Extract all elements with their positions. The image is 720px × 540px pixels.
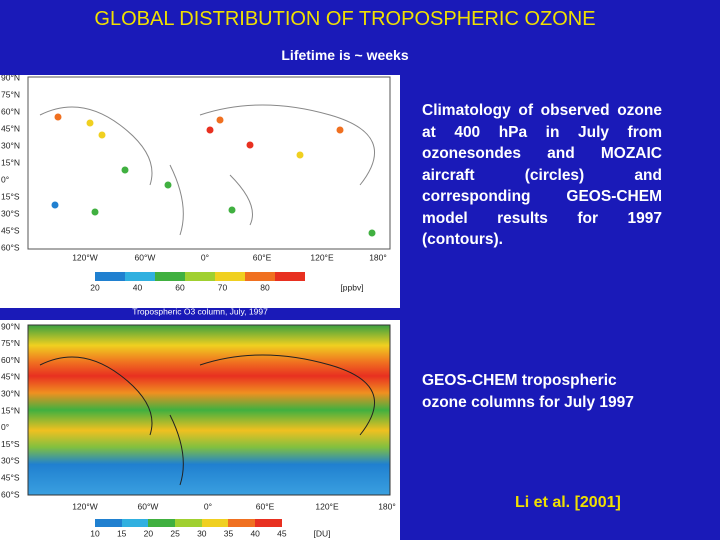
- lat-label: 30°N: [1, 140, 20, 150]
- lat-label: 45°S: [1, 472, 20, 482]
- coastline: [39, 104, 376, 236]
- map2-field: [27, 324, 391, 496]
- colorbar-tick: 35: [224, 528, 234, 538]
- colorbar-tick: 70: [218, 282, 228, 292]
- lat-label: 60°S: [1, 242, 20, 252]
- lat-label: 60°N: [1, 106, 20, 116]
- lat-label: 30°S: [1, 456, 20, 466]
- lat-label: 45°N: [1, 123, 20, 133]
- lon-label: 120°W: [72, 501, 98, 511]
- lat-label: 90°N: [1, 75, 20, 82]
- lat-label: 60°S: [1, 489, 20, 499]
- lat-label: 60°N: [1, 355, 20, 365]
- colorbar-tick: 40: [250, 528, 260, 538]
- colorbar-tick: 30: [197, 528, 207, 538]
- lat-label: 45°N: [1, 372, 20, 382]
- lon-label: 60°E: [253, 252, 272, 262]
- lat-label: 15°S: [1, 191, 20, 201]
- lat-label: 75°N: [1, 338, 20, 348]
- lon-label: 60°W: [138, 501, 159, 511]
- lat-label: 30°S: [1, 208, 20, 218]
- lon-label: 180°: [378, 501, 396, 511]
- colorbar-tick: 40: [133, 282, 143, 292]
- colorbar-tick: 10: [90, 528, 100, 538]
- lon-label: 180°: [369, 252, 387, 262]
- figures: Tropospheric O3 column, July, 1997 90°N 7…: [0, 75, 400, 540]
- title: GLOBAL DISTRIBUTION OF TROPOSPHERIC OZON…: [94, 8, 596, 30]
- map1-frame: [27, 76, 391, 250]
- description: Climatology of observed ozone at 400 hPa…: [422, 102, 662, 248]
- colorbar-tick: 60: [175, 282, 185, 292]
- lon-label: 0°: [204, 501, 212, 511]
- colorbar-tick: 80: [260, 282, 270, 292]
- colorbar-tick: 20: [144, 528, 154, 538]
- colorbar-tick: 15: [117, 528, 127, 538]
- colorbar-tick: 25: [170, 528, 180, 538]
- lat-label: 15°N: [1, 405, 20, 415]
- colorbar1: [95, 272, 305, 281]
- lat-label: 30°N: [1, 388, 20, 398]
- lon-label: 0°: [201, 252, 209, 262]
- citation: Li et al. [2001]: [515, 494, 621, 511]
- lat-label: 0°: [1, 422, 9, 432]
- colorbar-tick: 20: [90, 282, 100, 292]
- colorbar-unit: [ppbv]: [340, 282, 363, 292]
- colorbar-tick: 45: [277, 528, 287, 538]
- coastline: [39, 354, 376, 486]
- observation-dots: [51, 113, 376, 237]
- colorbar-unit: [DU]: [314, 528, 331, 538]
- lon-label: 60°W: [135, 252, 156, 262]
- lon-label: 120°E: [310, 252, 334, 262]
- colorbar2: [95, 519, 282, 527]
- description: GEOS-CHEM tropospheric ozone columns for…: [422, 372, 634, 411]
- lat-label: 75°N: [1, 89, 20, 99]
- lat-label: 15°N: [1, 157, 20, 167]
- lat-label: 45°S: [1, 225, 20, 235]
- lat-label: 0°: [1, 174, 9, 184]
- lon-label: 120°W: [72, 252, 98, 262]
- lat-label: 90°N: [1, 321, 20, 331]
- subtitle: Lifetime is ~ weeks: [281, 47, 409, 63]
- lon-label: 60°E: [256, 501, 275, 511]
- lon-label: 120°E: [315, 501, 339, 511]
- map2-caption: Tropospheric O3 column, July, 1997: [132, 306, 268, 316]
- lat-label: 15°S: [1, 439, 20, 449]
